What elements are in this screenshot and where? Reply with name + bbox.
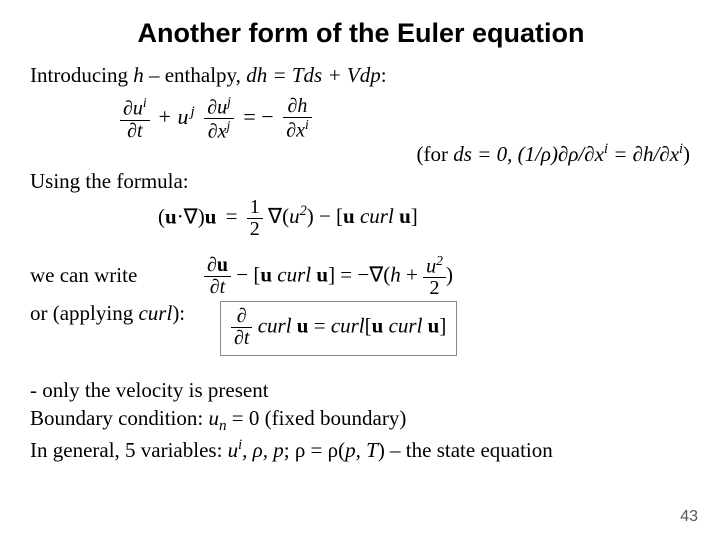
eq4-c3: curl [389, 314, 423, 338]
gen-pre: In general, 5 variables: [30, 438, 228, 462]
eq1-eq: = − [243, 104, 273, 129]
intro-mid: – enthalpy, [144, 63, 246, 87]
page-number: 43 [680, 508, 698, 526]
equation-1: ∂ui ∂t + uj ∂uj ∂xj = − ∂h ∂xi [120, 95, 692, 143]
eq3-u2den: 2 [423, 278, 446, 299]
bc-post: = 0 (fixed boundary) [227, 406, 407, 430]
eq1-num2: ∂u [207, 96, 227, 118]
eq1-c-sup: j [191, 103, 195, 119]
gen-pt: p, T [345, 438, 378, 462]
bc-pre: Boundary condition: [30, 406, 208, 430]
eq3-num: ∂u [207, 254, 228, 276]
eq2-curl: curl [360, 204, 394, 228]
gen-mid3: ) – the state equation [378, 438, 553, 462]
or-applying-row: or (applying curl): ∂ ∂t curl u = curl[u… [30, 301, 692, 356]
eq3-den: ∂t [204, 277, 231, 298]
eq2-eq: = [226, 204, 238, 228]
note-pre: (for [417, 142, 454, 166]
note-end: ) [683, 142, 690, 166]
eq3-plus: + [401, 262, 423, 286]
eq3-curl: curl [277, 262, 311, 286]
eq4-den: ∂t [231, 328, 252, 349]
using-formula-label: Using the formula: [30, 169, 692, 195]
note-mid: = ∂h/∂x [608, 142, 679, 166]
eq3-mid: − [u curl u] = −∇(h + [236, 262, 423, 286]
equation-3: ∂u ∂t − [u curl u] = −∇(h + u2 2 ) [204, 254, 453, 300]
eq2-lhs: (u·∇)u [158, 204, 216, 228]
gen-u: u [228, 438, 239, 462]
eq1-num3: ∂h [283, 96, 312, 118]
eq1-c: + u [157, 104, 188, 129]
boundary-condition: Boundary condition: un = 0 (fixed bounda… [30, 406, 692, 436]
eq1-den2: ∂x [208, 121, 227, 143]
eq1-den2-sup: j [227, 118, 231, 133]
eq1-num2-sup: j [227, 94, 231, 109]
eq2-half-num: 1 [247, 197, 263, 219]
eq4-c2: curl [331, 314, 365, 338]
or-post: ): [172, 301, 185, 325]
bullet-velocity: - only the velocity is present [30, 378, 692, 404]
eq1-num1-sup: i [143, 95, 147, 110]
or-curl: curl [138, 301, 172, 325]
eq4-body: curl u = curl[u curl u] [258, 314, 447, 338]
eq1-den3: ∂x [286, 120, 305, 142]
eq3-end: ) [446, 262, 453, 286]
eq1-num1: ∂u [123, 98, 143, 120]
note-right: (for ds = 0, (1/ρ)∂ρ/∂xi = ∂h/∂xi) [30, 141, 692, 167]
intro-eq: dh = Tds + Vdp [246, 63, 381, 87]
eq3-u2num: u [426, 255, 436, 277]
intro-post: : [381, 63, 387, 87]
note-eq: ds = 0, (1/ρ)∂ρ/∂x [453, 142, 604, 166]
intro-var: h [133, 63, 144, 87]
equation-2: (u·∇)u = 1 2 ∇(u2) − [u curl u] [158, 197, 692, 240]
eq2-sup: 2 [300, 203, 307, 219]
eq3-u2sup: 2 [436, 253, 443, 268]
general-vars: In general, 5 variables: ui, ρ, p; ρ = ρ… [30, 437, 692, 464]
eq2-rhs: ∇(u2) − [u curl u] [268, 204, 418, 228]
intro-line: Introducing h – enthalpy, dh = Tds + Vdp… [30, 63, 692, 89]
eq4-num: ∂ [231, 306, 252, 328]
eq2-half-den: 2 [247, 219, 263, 240]
or-pre: or (applying [30, 301, 138, 325]
eq3-h: h [390, 262, 401, 286]
eq1-den1: ∂t [120, 121, 150, 142]
intro-pre: Introducing [30, 63, 133, 87]
eq4-c1: curl [258, 314, 292, 338]
slide-title: Another form of the Euler equation [30, 18, 692, 49]
gen-mid1: , ρ, p [242, 438, 284, 462]
we-can-write-label: we can write [30, 263, 190, 289]
equation-4: ∂ ∂t curl u = curl[u curl u] [220, 301, 457, 356]
we-can-write-row: we can write ∂u ∂t − [u curl u] = −∇(h +… [30, 254, 692, 300]
eq1-den3-sup: i [305, 117, 309, 132]
gen-mid2: ; ρ = ρ( [284, 438, 345, 462]
bc-sub: n [219, 418, 227, 434]
or-applying-label: or (applying curl): [30, 301, 206, 327]
bc-var: u [208, 406, 219, 430]
